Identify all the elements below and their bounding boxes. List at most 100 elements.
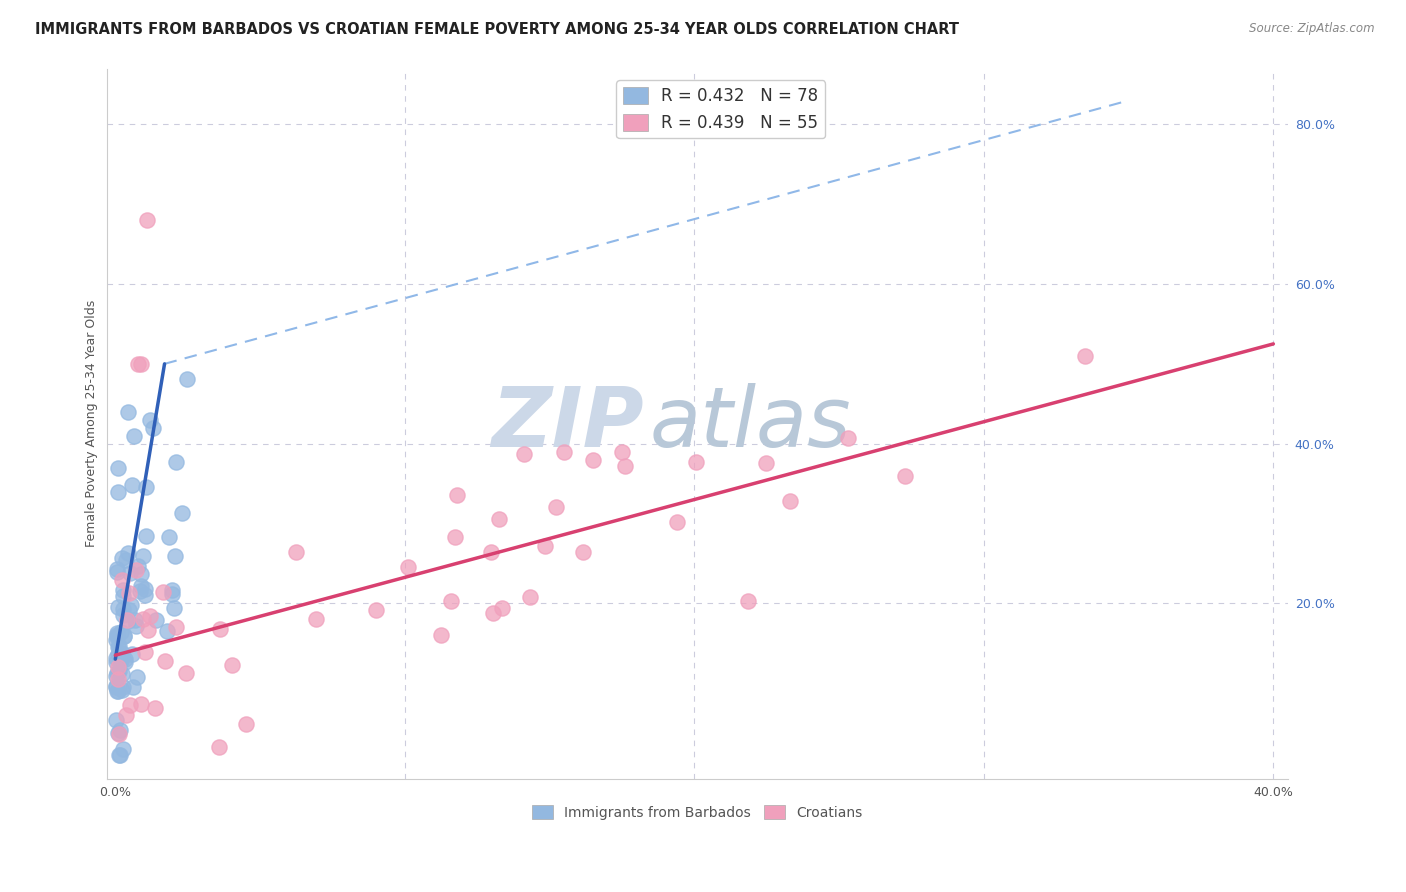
Point: [685, 455, 707, 469]
Point: [737, 593, 759, 607]
Point: [513, 447, 536, 461]
Point: [396, 560, 419, 574]
Point: [127, 558, 149, 573]
Point: [139, 413, 162, 427]
Point: [534, 539, 557, 553]
Point: [105, 683, 128, 698]
Point: [118, 566, 141, 581]
Point: [479, 545, 502, 559]
Point: [107, 484, 129, 499]
Point: [110, 624, 132, 639]
Point: [139, 608, 162, 623]
Point: [111, 646, 134, 660]
Point: [134, 582, 156, 597]
Point: [110, 573, 132, 587]
Point: [481, 606, 503, 620]
Point: [111, 682, 134, 697]
Point: [118, 586, 141, 600]
Point: [235, 717, 257, 731]
Point: [572, 545, 595, 559]
Point: [553, 444, 575, 458]
Point: [105, 625, 128, 640]
Point: [125, 619, 148, 633]
Point: [107, 640, 129, 654]
Point: [107, 599, 129, 614]
Point: [112, 589, 135, 603]
Point: [107, 659, 129, 673]
Point: [105, 668, 128, 682]
Point: [104, 679, 127, 693]
Point: [107, 725, 129, 739]
Point: [122, 428, 145, 442]
Point: [519, 591, 541, 605]
Point: [163, 549, 186, 563]
Point: [779, 494, 801, 508]
Y-axis label: Female Poverty Among 25-34 Year Olds: Female Poverty Among 25-34 Year Olds: [86, 300, 98, 548]
Point: [208, 623, 231, 637]
Point: [176, 372, 198, 386]
Point: [112, 607, 135, 622]
Point: [135, 529, 157, 543]
Point: [120, 698, 142, 713]
Point: [105, 566, 128, 580]
Point: [131, 612, 153, 626]
Point: [136, 213, 159, 227]
Point: [105, 628, 128, 642]
Point: [546, 500, 568, 514]
Point: [165, 620, 187, 634]
Text: atlas: atlas: [650, 384, 852, 464]
Point: [444, 530, 467, 544]
Point: [104, 650, 127, 665]
Point: [143, 701, 166, 715]
Point: [107, 647, 129, 661]
Point: [160, 587, 183, 601]
Point: [129, 566, 152, 581]
Point: [121, 681, 143, 695]
Point: [208, 739, 231, 754]
Point: [110, 747, 132, 762]
Point: [124, 613, 146, 627]
Point: [134, 645, 156, 659]
Point: [163, 601, 186, 615]
Point: [127, 357, 149, 371]
Point: [491, 601, 513, 615]
Point: [440, 593, 463, 607]
Point: [114, 652, 136, 666]
Text: IMMIGRANTS FROM BARBADOS VS CROATIAN FEMALE POVERTY AMONG 25-34 YEAR OLDS CORREL: IMMIGRANTS FROM BARBADOS VS CROATIAN FEM…: [35, 22, 959, 37]
Point: [111, 550, 134, 565]
Point: [110, 653, 132, 667]
Point: [107, 684, 129, 698]
Point: [135, 480, 157, 494]
Point: [157, 530, 180, 544]
Point: [174, 665, 197, 680]
Point: [284, 544, 307, 558]
Point: [107, 727, 129, 741]
Point: [221, 658, 243, 673]
Point: [110, 649, 132, 664]
Point: [125, 669, 148, 683]
Point: [121, 647, 143, 661]
Point: [305, 612, 328, 626]
Point: [582, 452, 605, 467]
Point: [104, 655, 127, 669]
Point: [117, 546, 139, 560]
Point: [129, 579, 152, 593]
Point: [112, 583, 135, 598]
Point: [107, 664, 129, 678]
Point: [107, 672, 129, 686]
Point: [112, 601, 135, 615]
Point: [156, 624, 179, 639]
Point: [105, 665, 128, 680]
Point: [125, 563, 148, 577]
Point: [446, 488, 468, 502]
Point: [131, 697, 153, 711]
Point: [152, 585, 174, 599]
Point: [131, 357, 153, 371]
Point: [104, 713, 127, 727]
Point: [117, 614, 139, 628]
Point: [120, 598, 142, 612]
Point: [110, 723, 132, 737]
Point: [160, 582, 183, 597]
Point: [117, 405, 139, 419]
Point: [105, 633, 128, 648]
